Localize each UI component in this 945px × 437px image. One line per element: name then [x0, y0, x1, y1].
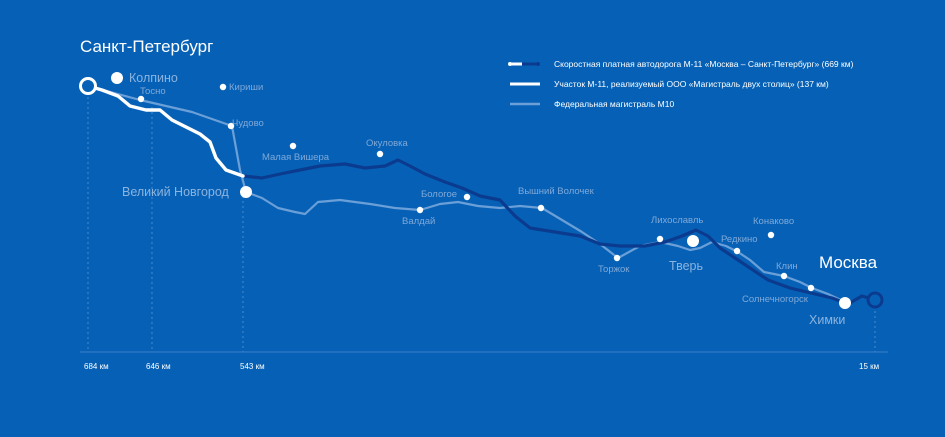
torzhok-label: Торжок	[598, 264, 630, 275]
km-label-684: 684 км	[84, 362, 109, 371]
legend-end-dot	[536, 62, 540, 66]
kirishi-label: Кириши	[229, 82, 263, 93]
chudovo-dot	[227, 122, 235, 130]
spb-endpoint-ring	[79, 77, 97, 95]
novgorod-label: Великий Новгород	[122, 185, 230, 199]
km-guides	[87, 92, 876, 352]
konakovo-label: Конаково	[753, 216, 794, 227]
valday-dot	[416, 206, 424, 214]
khimki-label: Химки	[809, 313, 845, 327]
km-label-543: 543 км	[240, 362, 265, 371]
valday-label: Валдай	[402, 216, 435, 227]
vyshny-volochek-label: Вышний Волочек	[518, 186, 595, 197]
legend-m10-label: Федеральная магистраль М10	[554, 99, 674, 109]
m10-highway-line	[86, 84, 847, 304]
okulovka-label: Окуловка	[366, 138, 409, 149]
moscow-label: Москва	[819, 253, 878, 272]
legend-m11-item: Скоростная платная автодорога М-11 «Моск…	[508, 59, 854, 69]
vyshny-volochek-dot	[537, 204, 545, 212]
malaya-vishera-label: Малая Вишера	[262, 152, 330, 163]
tver-label: Тверь	[669, 259, 703, 273]
bologoe-dot	[463, 193, 471, 201]
tver-dot	[687, 235, 699, 247]
chudovo-label: Чудово	[232, 118, 264, 129]
spb-label: Санкт-Петербург	[80, 37, 213, 56]
kirishi-dot	[219, 83, 227, 91]
km-label-15: 15 км	[859, 362, 879, 371]
torzhok-dot	[613, 254, 621, 262]
legend-section-label: Участок М-11, реализуемый ООО «Магистрал…	[554, 79, 829, 89]
km-label-646: 646 км	[146, 362, 171, 371]
malaya-vishera-dot	[289, 142, 297, 150]
okulovka-dot	[376, 150, 384, 158]
likhoslavl-dot	[656, 235, 664, 243]
solnechnogorsk-dot	[807, 284, 815, 292]
solnechnogorsk-label: Солнечногорск	[742, 294, 809, 305]
legend-start-dot	[508, 62, 512, 66]
legend-m11-label: Скоростная платная автодорога М-11 «Моск…	[554, 59, 854, 69]
moscow-endpoint-ring	[866, 291, 884, 309]
legend-m10-item: Федеральная магистраль М10	[510, 99, 674, 109]
klin-dot	[780, 272, 788, 280]
tosno-dot	[137, 95, 145, 103]
kolpino-label: Колпино	[129, 71, 178, 85]
novgorod-dot	[240, 186, 252, 198]
legend: Скоростная платная автодорога М-11 «Моск…	[508, 59, 854, 109]
likhoslavl-label: Лихославль	[651, 215, 703, 226]
kolpino-dot	[111, 72, 123, 84]
city-dots	[111, 72, 851, 309]
bologoe-label: Бологое	[421, 189, 457, 200]
redkino-dot	[733, 247, 741, 255]
legend-section-item: Участок М-11, реализуемый ООО «Магистрал…	[510, 79, 829, 89]
khimki-dot	[839, 297, 851, 309]
section-highway-line	[86, 84, 245, 178]
m11-highway-line	[241, 158, 877, 306]
redkino-label: Редкино	[721, 234, 758, 245]
tosno-label: Тосно	[140, 86, 166, 97]
klin-label: Клин	[776, 261, 798, 272]
konakovo-dot	[767, 231, 775, 239]
